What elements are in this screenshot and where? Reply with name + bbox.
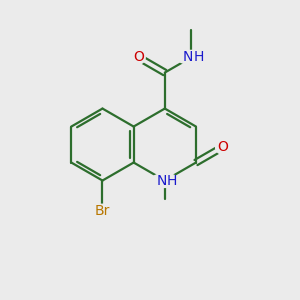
Text: O: O: [217, 140, 228, 154]
Ellipse shape: [93, 204, 112, 218]
Ellipse shape: [131, 50, 145, 64]
Ellipse shape: [216, 140, 229, 154]
Ellipse shape: [176, 50, 207, 64]
Text: H: H: [167, 173, 177, 188]
Text: O: O: [133, 50, 144, 64]
Text: N: N: [182, 50, 193, 64]
Text: N: N: [156, 173, 167, 188]
Ellipse shape: [151, 174, 179, 188]
Text: H: H: [193, 50, 204, 64]
Text: Br: Br: [95, 204, 110, 218]
